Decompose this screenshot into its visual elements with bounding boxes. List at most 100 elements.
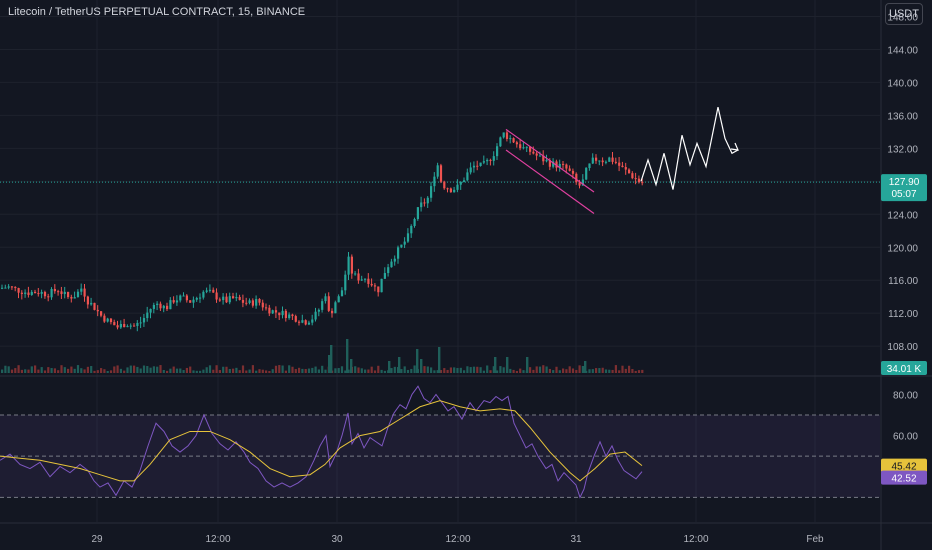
candle (588, 163, 591, 169)
volume-bar (195, 370, 198, 373)
volume-bar (47, 367, 50, 373)
volume-bar (311, 367, 314, 373)
volume-bar (119, 368, 122, 373)
volume-bar (218, 370, 221, 373)
candle (298, 321, 301, 323)
volume-bar (370, 366, 373, 373)
volume-bar (463, 370, 466, 373)
volume-bar (334, 368, 337, 373)
candle (598, 160, 601, 162)
y-tick-label: 140.00 (887, 78, 918, 89)
volume-bar (235, 367, 238, 373)
volume-bar (268, 370, 271, 373)
volume-bar (364, 369, 367, 373)
volume-bar (245, 370, 248, 373)
volume-bar (443, 368, 446, 373)
candle (205, 290, 208, 292)
candle (103, 315, 106, 322)
candle (248, 300, 251, 303)
candle (413, 219, 416, 226)
candle (202, 291, 205, 298)
volume-bar (413, 365, 416, 373)
volume-bar (529, 367, 532, 373)
volume-bar (126, 367, 129, 373)
candle (430, 186, 433, 198)
candle (43, 291, 47, 297)
candle (479, 162, 482, 167)
candle (288, 314, 291, 319)
candle (515, 142, 518, 145)
volume-bar (86, 366, 89, 373)
candle (17, 288, 20, 293)
volume-bar (631, 369, 634, 373)
candle (387, 267, 390, 274)
candle (410, 225, 413, 234)
volume-bar (116, 365, 119, 373)
candle (76, 291, 80, 298)
candle (492, 156, 495, 161)
candle (67, 291, 70, 298)
candle (545, 160, 548, 162)
y-tick-label: 112.00 (888, 309, 918, 320)
volume-bar (344, 370, 347, 373)
candle (228, 296, 231, 303)
volume-bar (542, 365, 545, 373)
candle (307, 322, 311, 325)
volume-bar (142, 365, 146, 373)
volume-bar (83, 369, 86, 373)
volume-bar (439, 370, 443, 373)
volume-bar (321, 365, 324, 373)
volume-bar (410, 368, 413, 373)
candle (133, 325, 136, 327)
candle (324, 296, 327, 302)
volume-bar (261, 369, 264, 373)
candle (304, 320, 307, 325)
candle (637, 178, 641, 183)
volume-spike (328, 355, 331, 373)
currency-button[interactable]: USDT (885, 3, 923, 25)
candle (463, 180, 466, 182)
volume-bar (423, 366, 426, 373)
volume-bar (446, 369, 449, 373)
candle (466, 172, 469, 181)
candle (575, 173, 578, 183)
volume-bar (618, 370, 621, 373)
volume-bar (545, 366, 548, 373)
candle (426, 197, 429, 204)
axes: 108.00112.00116.00120.00124.00128.00132.… (91, 12, 927, 545)
chart-title: Litecoin / TetherUS PERPETUAL CONTRACT, … (8, 6, 306, 18)
volume-bar (291, 366, 294, 373)
volume-bar (281, 365, 284, 373)
volume-bar (10, 369, 14, 373)
candle (169, 300, 172, 310)
volume-bar (123, 370, 126, 373)
volume-bar (14, 368, 17, 373)
last-price-label: 127.90 (889, 177, 920, 188)
candle (166, 305, 169, 310)
volume-spike (420, 359, 423, 373)
candle (34, 291, 37, 294)
candle (27, 292, 30, 295)
volume-bar (152, 366, 155, 373)
candle (555, 161, 558, 168)
candle (364, 278, 367, 280)
candle (70, 297, 73, 299)
candle (182, 295, 185, 297)
candle (14, 287, 17, 289)
volume-bar (90, 366, 93, 373)
candle (406, 233, 410, 242)
volume-bar (106, 370, 109, 373)
volume-bar (301, 368, 304, 373)
candle (624, 167, 627, 170)
volume-bar (53, 368, 56, 373)
volume-bar (40, 367, 43, 373)
volume-bar (278, 365, 281, 373)
candle (80, 288, 83, 292)
y-tick-label: 124.00 (887, 210, 918, 221)
volume-bar (314, 366, 317, 373)
volume-bar (393, 366, 396, 373)
candle (634, 178, 637, 180)
rsi-ma-line (0, 400, 643, 482)
volume-bar (222, 366, 225, 373)
